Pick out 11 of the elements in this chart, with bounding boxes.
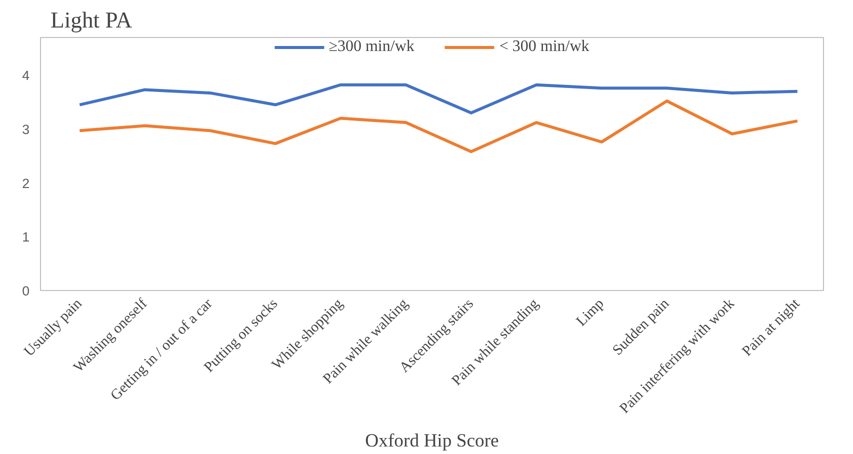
y-tick-label: 3 <box>22 122 30 138</box>
legend-label: < 300 min/wk <box>499 38 590 56</box>
legend-label: ≥300 min/wk <box>328 38 414 56</box>
chart-title: Light PA <box>50 8 133 32</box>
x-axis-title: Oxford Hip Score <box>365 430 499 452</box>
y-tick-label: 1 <box>22 230 30 245</box>
line-series <box>78 83 799 114</box>
y-tick-label: 2 <box>22 176 30 191</box>
line-series <box>78 100 799 154</box>
y-tick-label: 4 <box>22 68 30 84</box>
y-tick-label: 0 <box>22 284 30 298</box>
